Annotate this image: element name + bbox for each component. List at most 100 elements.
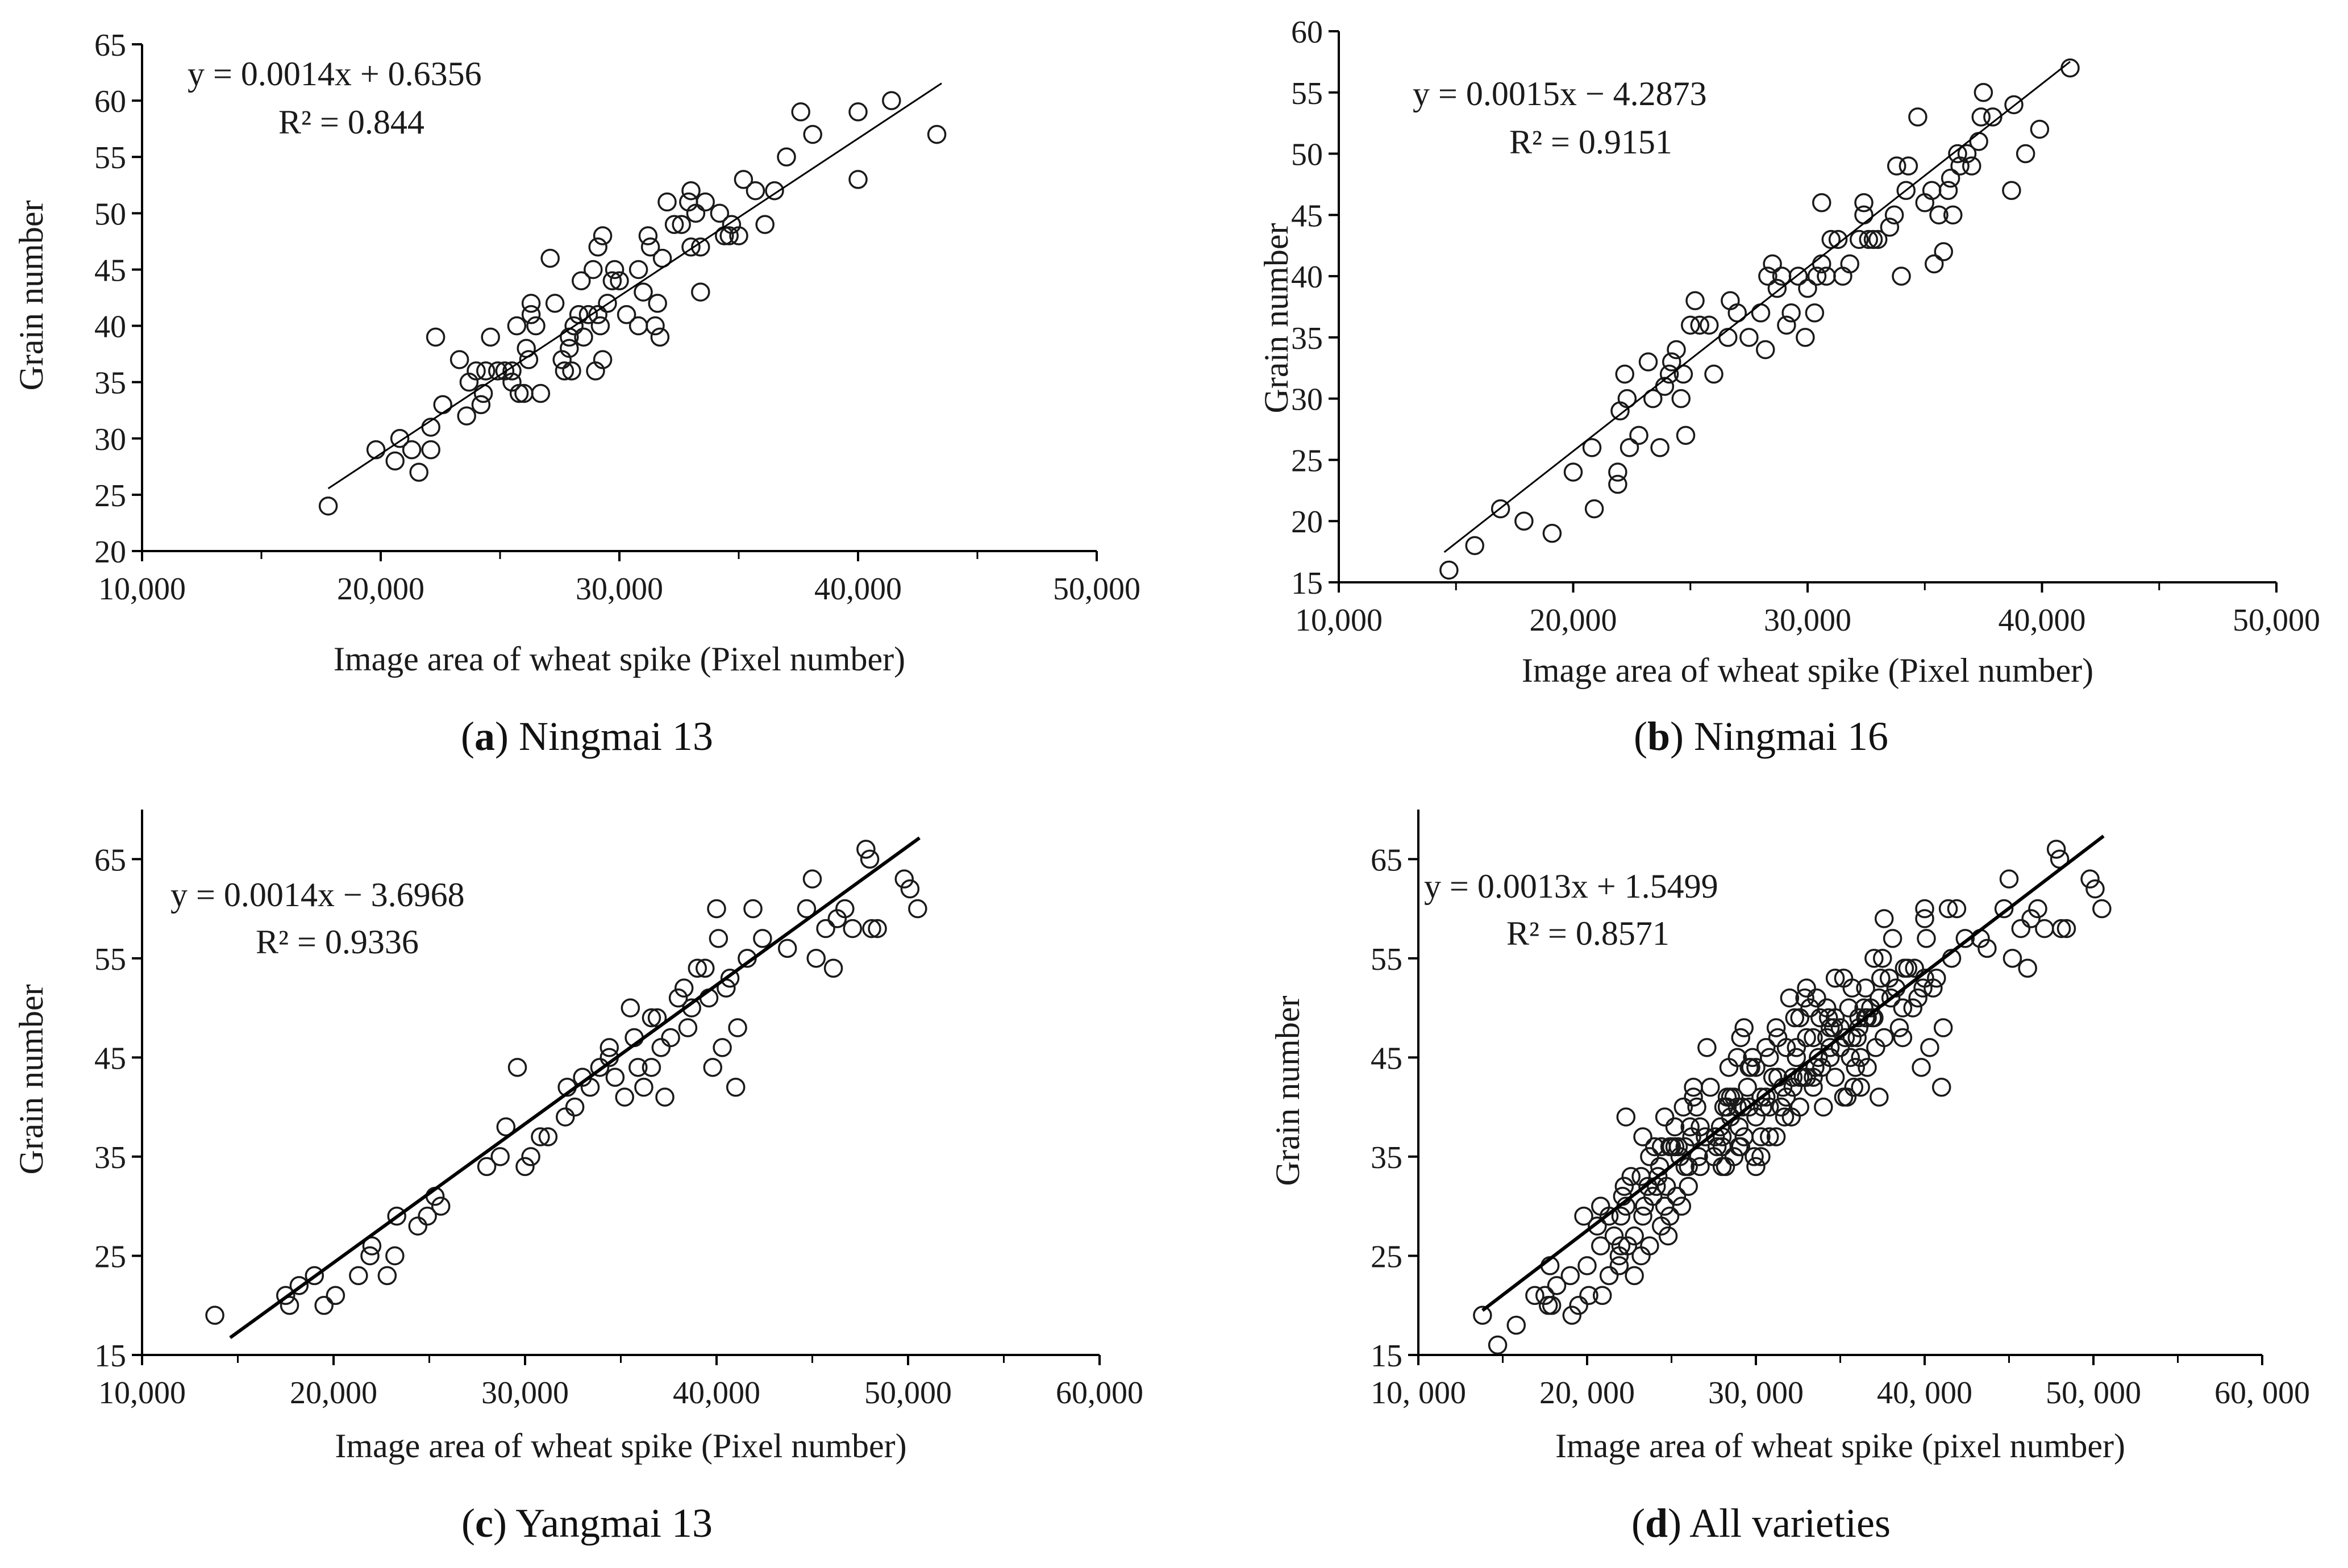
data-point bbox=[387, 1206, 406, 1226]
regression-equation: y = 0.0015x − 4.2873 bbox=[1413, 75, 1707, 112]
x-tick-label: 30,000 bbox=[481, 1375, 569, 1411]
regression-equation: y = 0.0013x + 1.5499 bbox=[1424, 868, 1718, 905]
data-point bbox=[1884, 205, 1904, 225]
data-point bbox=[1574, 1206, 1593, 1226]
data-point bbox=[1917, 929, 1936, 948]
data-point bbox=[1879, 968, 1899, 988]
y-tick-label: 20 bbox=[1291, 504, 1323, 540]
y-tick-label: 15 bbox=[1291, 566, 1323, 601]
data-point bbox=[1691, 1117, 1710, 1137]
y-tick-label: 40 bbox=[94, 310, 126, 345]
data-point bbox=[590, 316, 610, 336]
data-point bbox=[2080, 869, 2100, 889]
data-point bbox=[1775, 1107, 1795, 1127]
data-point bbox=[476, 361, 496, 381]
data-point bbox=[431, 1196, 451, 1216]
data-point bbox=[1746, 1058, 1766, 1077]
data-point bbox=[1974, 83, 1993, 102]
data-point bbox=[605, 260, 625, 280]
data-point bbox=[588, 237, 607, 257]
data-point bbox=[588, 305, 607, 324]
y-tick-label: 65 bbox=[1371, 843, 1402, 878]
x-tick-label: 10,000 bbox=[1295, 603, 1383, 638]
data-point bbox=[628, 260, 648, 280]
data-point bbox=[1625, 1266, 1644, 1286]
data-point bbox=[1741, 1058, 1760, 1077]
data-point bbox=[408, 1216, 428, 1236]
data-point bbox=[1547, 1276, 1567, 1295]
data-point bbox=[1588, 1216, 1607, 1236]
data-point bbox=[2056, 919, 2076, 939]
data-point bbox=[1643, 389, 1663, 408]
data-point bbox=[1766, 1018, 1786, 1037]
data-point bbox=[1680, 1117, 1700, 1137]
data-point bbox=[648, 294, 667, 313]
data-point bbox=[349, 1266, 368, 1286]
data-point bbox=[519, 350, 539, 369]
data-point bbox=[1751, 1127, 1771, 1146]
data-point bbox=[1542, 524, 1562, 543]
data-point bbox=[1948, 144, 1967, 164]
x-tick-label: 20,000 bbox=[290, 1375, 377, 1411]
data-point bbox=[1835, 1028, 1855, 1048]
data-point bbox=[1805, 1058, 1825, 1077]
data-point bbox=[1844, 1077, 1864, 1097]
data-point bbox=[574, 327, 593, 347]
x-tick-label: 30, 000 bbox=[1708, 1375, 1804, 1411]
y-tick-label: 50 bbox=[1291, 137, 1323, 173]
x-tick-label: 30,000 bbox=[1764, 603, 1851, 638]
data-point bbox=[1710, 1117, 1730, 1137]
x-tick-label: 40,000 bbox=[1999, 603, 2086, 638]
data-point bbox=[1856, 978, 1875, 998]
data-point bbox=[402, 440, 422, 460]
data-point bbox=[360, 1246, 380, 1266]
data-point bbox=[1704, 364, 1723, 384]
data-point bbox=[1943, 205, 1963, 225]
y-tick-label: 50 bbox=[94, 197, 126, 232]
chart-d: 15 25 35 45 55 65 10, 000 20, 000 30, 000 40, 000… bbox=[1269, 810, 2310, 1465]
data-point bbox=[280, 1295, 299, 1315]
caption-b: (b) Ningmai 16 bbox=[1634, 714, 1888, 759]
data-point bbox=[1439, 560, 1459, 580]
y-tick-label: 45 bbox=[94, 1041, 126, 1076]
data-point bbox=[1525, 1286, 1544, 1306]
data-point bbox=[927, 124, 947, 144]
data-point bbox=[289, 1276, 309, 1295]
data-point bbox=[1983, 107, 2003, 127]
data-point bbox=[521, 1147, 540, 1166]
data-point bbox=[720, 968, 740, 988]
data-point bbox=[1656, 1177, 1676, 1196]
caption-d: (d) All varieties bbox=[1631, 1500, 1891, 1546]
x-axis-label: Image area of wheat spike (pixel number) bbox=[1555, 1427, 2125, 1465]
data-point bbox=[1780, 988, 1800, 1008]
data-point bbox=[2011, 919, 2031, 939]
data-point bbox=[1804, 1077, 1823, 1097]
data-point bbox=[1797, 1028, 1816, 1048]
data-point bbox=[661, 1028, 680, 1048]
data-point bbox=[1608, 462, 1627, 482]
data-point bbox=[560, 339, 579, 358]
data-point bbox=[1883, 929, 1902, 948]
y-tick-label: 35 bbox=[1371, 1140, 1402, 1175]
data-point bbox=[1465, 536, 1484, 556]
data-point bbox=[1763, 254, 1782, 274]
data-point bbox=[1569, 1295, 1588, 1315]
data-point bbox=[1684, 1087, 1703, 1107]
data-point bbox=[655, 1087, 675, 1107]
data-point bbox=[1638, 352, 1658, 372]
data-point bbox=[496, 1117, 516, 1137]
data-point bbox=[1673, 1097, 1693, 1117]
r-squared-label: R² = 0.9336 bbox=[256, 923, 419, 961]
y-tick-label: 15 bbox=[1371, 1338, 1402, 1374]
data-point bbox=[1771, 1097, 1791, 1117]
x-tick-label: 50,000 bbox=[2233, 603, 2320, 638]
data-point bbox=[1820, 1038, 1840, 1057]
data-point bbox=[1898, 958, 1918, 978]
data-point bbox=[1790, 1008, 1809, 1028]
data-point bbox=[710, 203, 730, 223]
y-tick-label: 35 bbox=[94, 366, 126, 401]
data-point bbox=[688, 958, 707, 978]
x-tick-label: 20,000 bbox=[337, 572, 424, 607]
x-tick-label: 50,000 bbox=[864, 1375, 952, 1411]
data-point bbox=[803, 124, 822, 144]
